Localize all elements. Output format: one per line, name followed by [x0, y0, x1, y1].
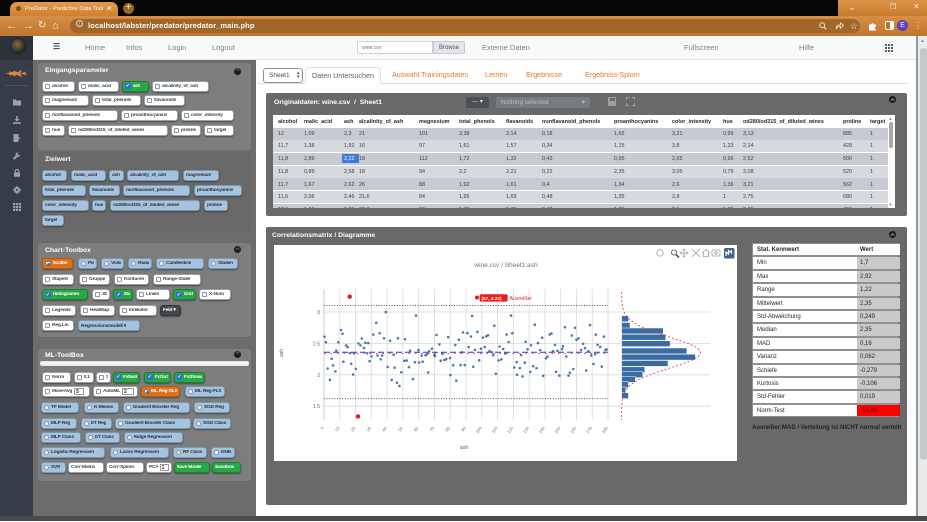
svg-text:50: 50	[397, 425, 404, 432]
svg-text:0: 0	[319, 425, 325, 430]
svg-text:2.5: 2.5	[313, 341, 320, 347]
svg-text:wine.csv / Sheet1:ash: wine.csv / Sheet1:ash	[473, 262, 538, 269]
svg-text:Ausreißer: Ausreißer	[510, 296, 533, 302]
svg-text:120: 120	[506, 425, 514, 434]
svg-text:180: 180	[601, 425, 609, 434]
svg-text:3: 3	[317, 310, 320, 316]
svg-text:160: 160	[569, 425, 577, 434]
svg-text:60: 60	[413, 425, 420, 432]
svg-text:70: 70	[428, 425, 435, 432]
svg-text:10: 10	[334, 425, 341, 432]
svg-text:30: 30	[365, 425, 372, 432]
svg-text:100: 100	[475, 425, 483, 434]
svg-text:110: 110	[490, 425, 498, 434]
svg-text:(87, 3.22): (87, 3.22)	[482, 296, 503, 301]
svg-text:150: 150	[553, 425, 561, 434]
svg-text:20: 20	[350, 425, 357, 432]
svg-text:40: 40	[381, 425, 388, 432]
svg-text:2: 2	[317, 373, 320, 379]
svg-text:80: 80	[444, 425, 451, 432]
svg-text:170: 170	[585, 425, 593, 434]
svg-text:ash: ash	[460, 445, 469, 451]
svg-text:140: 140	[538, 425, 546, 434]
svg-text:130: 130	[522, 425, 530, 434]
svg-text:1.5: 1.5	[313, 404, 320, 410]
svg-text:ash: ash	[279, 349, 285, 357]
svg-text:90: 90	[460, 425, 467, 432]
